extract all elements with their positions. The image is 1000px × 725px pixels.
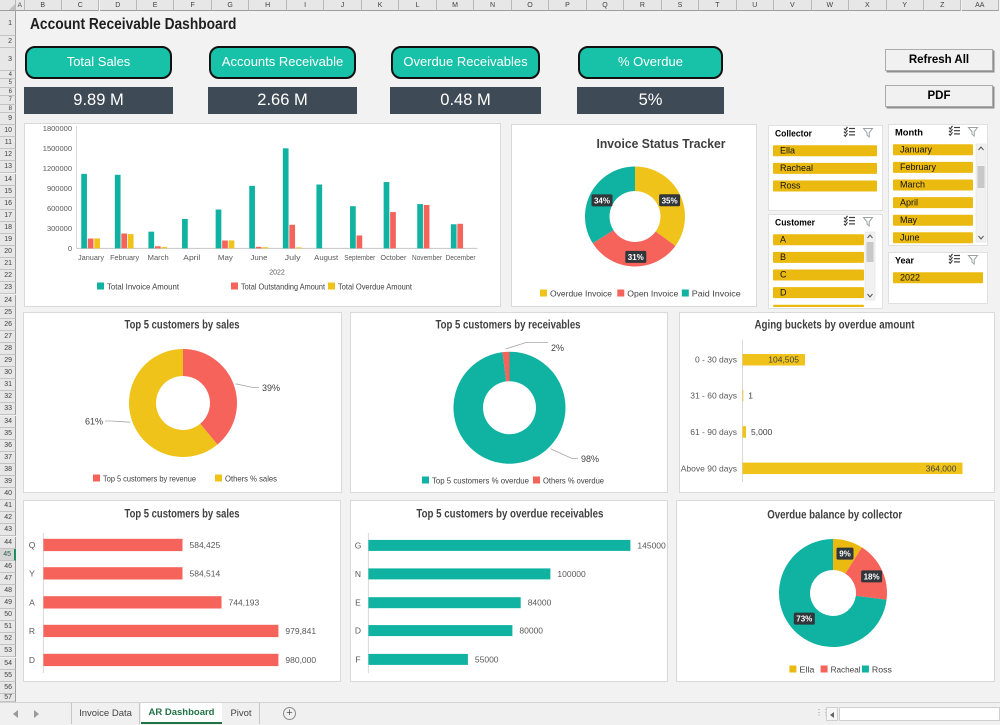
svg-text:Ross: Ross (780, 181, 801, 191)
svg-text:Month: Month (895, 128, 923, 139)
svg-text:Top 5 customers by sales: Top 5 customers by sales (125, 320, 240, 332)
svg-text:Others % sales: Others % sales (225, 474, 277, 484)
svg-text:39%: 39% (262, 383, 280, 393)
svg-text:84000: 84000 (528, 598, 552, 608)
svg-text:80000: 80000 (519, 626, 543, 636)
svg-text:D: D (355, 626, 361, 636)
svg-text:Top 5 customers by receivables: Top 5 customers by receivables (436, 320, 581, 332)
svg-text:31 - 60 days: 31 - 60 days (690, 391, 737, 401)
svg-text:Aging buckets by overdue amoun: Aging buckets by overdue amount (755, 320, 915, 332)
svg-text:N: N (355, 569, 361, 579)
svg-text:E: E (355, 598, 361, 608)
svg-text:A: A (29, 597, 35, 607)
svg-text:1800000: 1800000 (43, 124, 72, 133)
svg-text:73%: 73% (796, 615, 812, 624)
svg-text:Top 5 customers by overdue rec: Top 5 customers by overdue receivables (416, 509, 603, 521)
svg-text:61 - 90 days: 61 - 90 days (690, 427, 737, 437)
svg-text:1200000: 1200000 (43, 164, 72, 173)
svg-text:2%: 2% (551, 343, 564, 353)
svg-text:May: May (218, 255, 234, 262)
svg-text:December: December (446, 255, 477, 262)
svg-text:979,841: 979,841 (285, 626, 316, 636)
svg-text:Invoice Status Tracker: Invoice Status Tracker (597, 137, 726, 151)
svg-text:300000: 300000 (47, 224, 72, 233)
svg-text:July: July (285, 255, 302, 262)
svg-text:Racheal: Racheal (780, 163, 813, 173)
svg-text:55000: 55000 (475, 654, 499, 664)
svg-text:100000: 100000 (557, 569, 586, 579)
svg-text:Y: Y (29, 568, 35, 578)
svg-text:2022: 2022 (269, 270, 285, 277)
svg-text:June: June (251, 255, 268, 262)
svg-text:August: August (314, 255, 338, 262)
svg-text:18%: 18% (864, 572, 880, 581)
svg-text:Top 5 customers by sales: Top 5 customers by sales (125, 509, 240, 521)
svg-text:January: January (78, 255, 105, 262)
svg-text:Top 5 customers % overdue: Top 5 customers % overdue (432, 476, 529, 486)
svg-text:Ross: Ross (872, 665, 892, 675)
svg-text:1500000: 1500000 (43, 144, 72, 153)
svg-text:February: February (110, 255, 140, 262)
svg-text:584,514: 584,514 (190, 568, 221, 578)
svg-text:F: F (355, 654, 360, 664)
svg-text:34%: 34% (594, 196, 610, 205)
svg-text:Above 90 days: Above 90 days (681, 463, 737, 473)
svg-text:Ella: Ella (780, 146, 795, 156)
svg-text:Others % overdue: Others % overdue (543, 476, 604, 486)
svg-text:April: April (183, 255, 201, 262)
svg-text:1: 1 (748, 391, 753, 401)
svg-text:364,000: 364,000 (926, 463, 957, 473)
svg-text:980,000: 980,000 (285, 655, 316, 665)
svg-text:Paid Invoice: Paid Invoice (692, 289, 741, 299)
svg-text:104,505: 104,505 (768, 355, 799, 365)
svg-text:A: A (780, 235, 786, 245)
svg-text:Top 5 customers by revenue: Top 5 customers by revenue (103, 474, 196, 484)
svg-text:61%: 61% (85, 417, 103, 427)
svg-text:9%: 9% (839, 550, 851, 559)
svg-text:May: May (900, 215, 918, 225)
svg-text:R: R (29, 626, 35, 636)
svg-text:31%: 31% (628, 253, 644, 262)
svg-text:Customer: Customer (775, 218, 815, 229)
svg-text:900000: 900000 (47, 184, 72, 193)
svg-text:98%: 98% (581, 454, 599, 464)
svg-text:D: D (780, 287, 787, 297)
svg-text:5,000: 5,000 (751, 427, 773, 437)
svg-text:Open Invoice: Open Invoice (627, 289, 678, 299)
svg-text:D: D (29, 655, 35, 665)
svg-text:Total Overdue Amount: Total Overdue Amount (338, 282, 413, 292)
svg-text:744,193: 744,193 (229, 597, 260, 607)
svg-text:June: June (900, 233, 920, 243)
svg-text:0: 0 (68, 244, 72, 253)
svg-text:October: October (380, 255, 407, 262)
svg-text:March: March (148, 255, 169, 262)
svg-text:Total Outstanding Amount: Total Outstanding Amount (241, 282, 326, 292)
svg-text:G: G (355, 540, 362, 550)
svg-text:Overdue balance by collector: Overdue balance by collector (767, 510, 902, 522)
svg-text:Overdue Invoice: Overdue Invoice (550, 289, 612, 299)
svg-text:C: C (780, 270, 787, 280)
svg-text:Total Invoice Amount: Total Invoice Amount (107, 282, 180, 292)
svg-text:Year: Year (895, 256, 914, 267)
svg-text:584,425: 584,425 (190, 540, 221, 550)
svg-text:35%: 35% (662, 196, 678, 205)
svg-text:September: September (344, 255, 376, 262)
svg-text:Racheal: Racheal (831, 665, 861, 675)
svg-text:B: B (780, 252, 786, 262)
svg-text:2022: 2022 (900, 273, 920, 283)
svg-text:April: April (900, 197, 918, 207)
svg-text:Ella: Ella (799, 665, 814, 675)
svg-text:145000: 145000 (637, 540, 666, 550)
svg-text:March: March (900, 180, 925, 190)
svg-text:Collector: Collector (775, 129, 812, 140)
svg-text:February: February (900, 162, 937, 172)
svg-text:Q: Q (29, 540, 36, 550)
svg-text:600000: 600000 (47, 204, 72, 213)
svg-text:0 - 30 days: 0 - 30 days (695, 355, 737, 365)
svg-text:January: January (900, 145, 933, 155)
svg-text:November: November (412, 255, 443, 262)
